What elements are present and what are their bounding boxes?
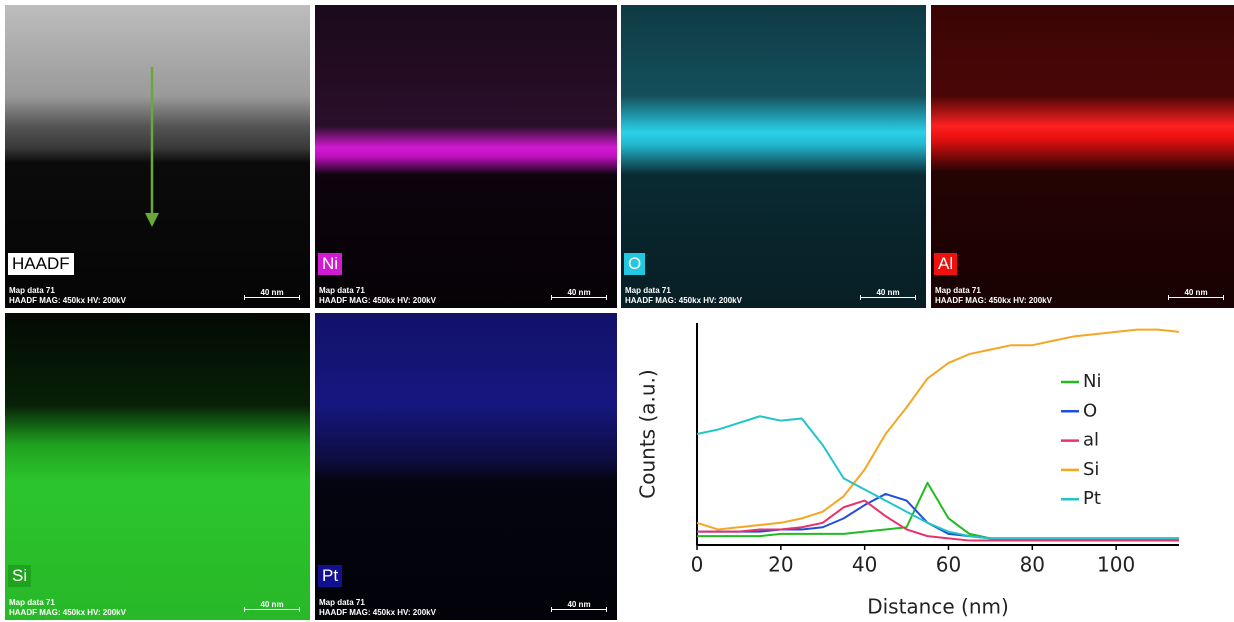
scale-bar: 40 nm (244, 288, 300, 300)
scale-bar: 40 nm (1168, 288, 1224, 300)
panel-info: HAADF MAG: 450kx HV: 200kV (319, 608, 436, 617)
panel-label: HAADF (8, 253, 74, 275)
x-tick-label: 0 (691, 553, 704, 577)
data-line (697, 499, 1179, 542)
x-tick-label: 100 (1097, 553, 1135, 577)
x-tick-label: 20 (768, 553, 793, 577)
panel-caption: Map data 71 (9, 598, 55, 607)
panel-label: Si (8, 565, 32, 587)
panel-label: O (624, 253, 646, 275)
legend-label: Pt (1083, 488, 1101, 509)
panel-caption: Map data 71 (9, 286, 55, 295)
data-line (696, 328, 1180, 531)
data-line (696, 415, 1179, 540)
scale-bar: 40 nm (551, 288, 607, 300)
panel-info: HAADF MAG: 450kx HV: 200kV (935, 296, 1052, 305)
panel-info: HAADF MAG: 450kx HV: 200kV (9, 296, 126, 305)
chart: Counts (a.u.) Distance (nm) 0 20 40 60 80 100… (636, 323, 1180, 619)
y-axis-label: Counts (a.u.) (636, 369, 660, 498)
x-tick-label: 40 (852, 553, 877, 577)
line-scan-arrow (145, 67, 159, 227)
legend-label: Ni (1083, 371, 1101, 392)
scale-bar: 40 nm (244, 600, 300, 612)
panel-caption: Map data 71 (935, 286, 981, 295)
legend-label: O (1083, 400, 1097, 421)
panel-label: Al (934, 253, 958, 275)
x-tick-label: 60 (936, 553, 961, 577)
map-panel: Si Map data 71 HAADF MAG: 450kx HV: 200kV 4… (5, 313, 310, 620)
map-panel: Pt Map data 71 HAADF MAG: 450kx HV: 200kV 4… (315, 313, 617, 620)
map-panel: Al Map data 71 HAADF MAG: 450kx HV: 200kV 4… (931, 5, 1234, 308)
map-panel: Ni Map data 71 HAADF MAG: 450kx HV: 200kV 4… (315, 5, 617, 308)
x-tick-label: 80 (1020, 553, 1045, 577)
panel-info: HAADF MAG: 450kx HV: 200kV (9, 608, 126, 617)
legend-label: Si (1083, 459, 1099, 480)
map-panel: HAADF Map data 71 HAADF MAG: 450kx HV: 200… (5, 5, 310, 308)
scale-bar: 40 nm (551, 600, 607, 612)
x-axis-label: Distance (nm) (867, 595, 1009, 619)
panel-info: HAADF MAG: 450kx HV: 200kV (625, 296, 742, 305)
panel-caption: Map data 71 (319, 286, 365, 295)
panel-caption: Map data 71 (319, 598, 365, 607)
map-panel: O Map data 71 HAADF MAG: 450kx HV: 200kV 40… (621, 5, 926, 308)
panel-info: HAADF MAG: 450kx HV: 200kV (319, 296, 436, 305)
scale-bar: 40 nm (860, 288, 916, 300)
panel-label: Ni (318, 253, 343, 275)
legend-label: al (1083, 430, 1099, 451)
panel-label: Pt (318, 565, 343, 587)
panel-caption: Map data 71 (625, 286, 671, 295)
